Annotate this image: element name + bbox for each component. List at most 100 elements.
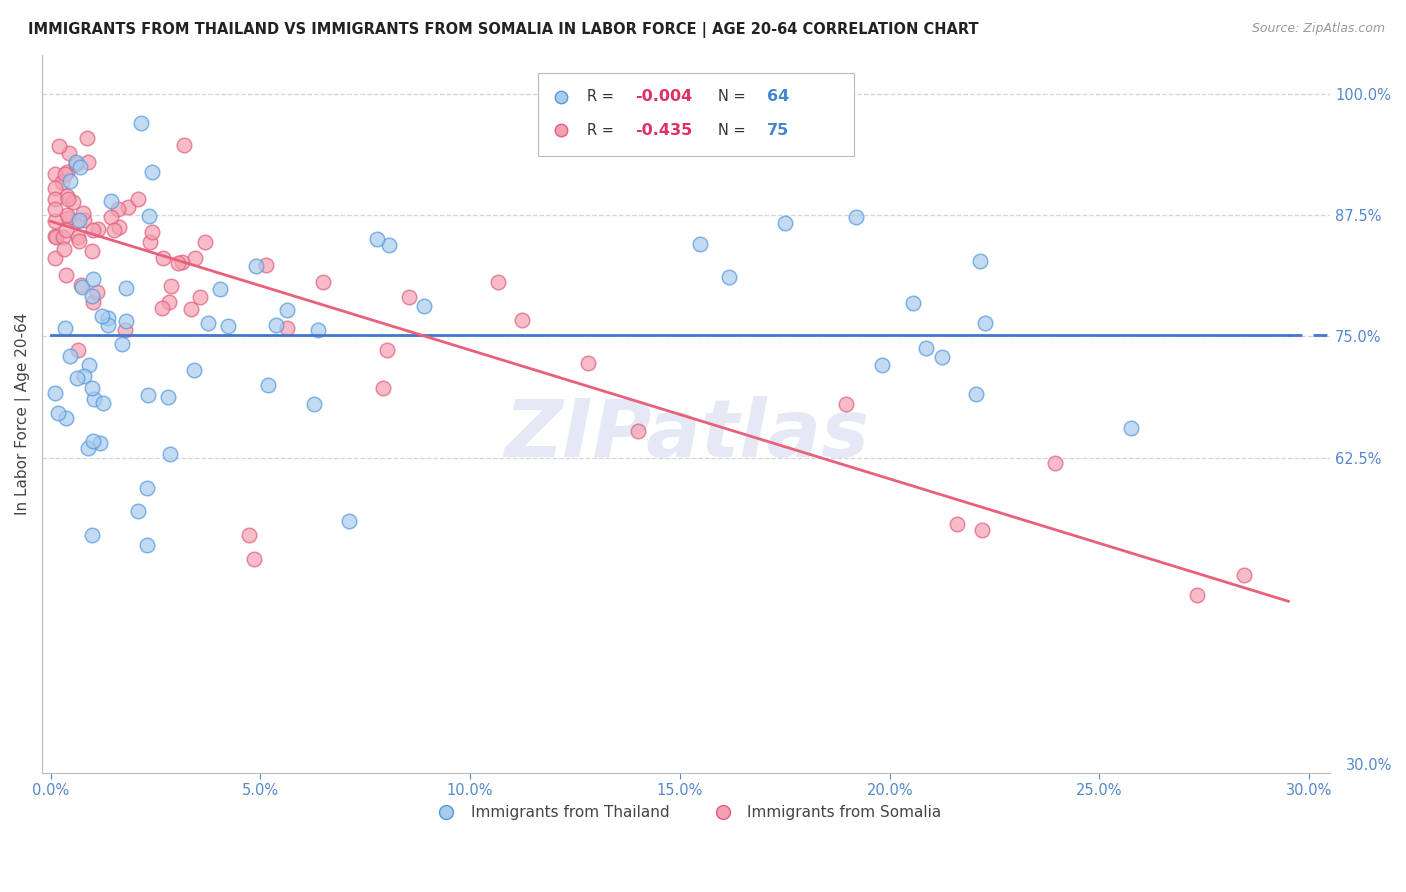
Point bbox=[312, 275, 335, 289]
Point bbox=[44, 192, 66, 206]
Point bbox=[973, 317, 995, 331]
Point bbox=[69, 160, 91, 174]
Point bbox=[127, 192, 149, 206]
Point bbox=[66, 370, 89, 384]
Point bbox=[914, 341, 936, 355]
Point bbox=[366, 232, 388, 246]
Point bbox=[972, 523, 994, 537]
Point bbox=[72, 206, 94, 220]
Point bbox=[183, 362, 205, 376]
Text: -0.004: -0.004 bbox=[634, 89, 692, 104]
Point bbox=[55, 268, 77, 283]
Point bbox=[70, 280, 93, 294]
Point bbox=[170, 255, 193, 269]
Point bbox=[969, 254, 991, 268]
Point bbox=[160, 278, 183, 293]
Point bbox=[115, 314, 138, 328]
Point bbox=[157, 390, 180, 404]
Point bbox=[67, 343, 90, 357]
Point bbox=[65, 214, 87, 228]
Point bbox=[217, 318, 239, 333]
Point bbox=[197, 316, 219, 330]
Point bbox=[53, 320, 76, 334]
Point bbox=[44, 385, 66, 400]
Text: -0.435: -0.435 bbox=[634, 123, 692, 138]
Point bbox=[276, 321, 298, 335]
Point bbox=[242, 552, 264, 566]
Point bbox=[56, 188, 79, 202]
Point bbox=[76, 130, 98, 145]
Point bbox=[65, 154, 87, 169]
Point bbox=[82, 223, 104, 237]
Point bbox=[52, 230, 75, 244]
Point bbox=[152, 251, 174, 265]
Point bbox=[59, 349, 82, 363]
Point bbox=[127, 504, 149, 518]
Legend: Immigrants from Thailand, Immigrants from Somalia: Immigrants from Thailand, Immigrants fro… bbox=[425, 799, 948, 826]
Point bbox=[53, 242, 76, 256]
Point bbox=[82, 272, 104, 286]
Text: IMMIGRANTS FROM THAILAND VS IMMIGRANTS FROM SOMALIA IN LABOR FORCE | AGE 20-64 C: IMMIGRANTS FROM THAILAND VS IMMIGRANTS F… bbox=[28, 22, 979, 38]
Point bbox=[717, 269, 740, 284]
Point bbox=[486, 275, 509, 289]
Point bbox=[870, 358, 893, 372]
Point bbox=[70, 278, 93, 293]
Point bbox=[97, 311, 120, 326]
Point bbox=[62, 194, 84, 209]
Point bbox=[398, 290, 420, 304]
Point bbox=[1121, 421, 1143, 435]
Point bbox=[266, 318, 288, 332]
Point bbox=[304, 397, 326, 411]
Point bbox=[835, 397, 858, 411]
Point bbox=[141, 225, 163, 239]
Point bbox=[55, 208, 77, 222]
Text: R =: R = bbox=[586, 123, 614, 138]
Point bbox=[108, 220, 131, 235]
Point bbox=[77, 441, 100, 455]
Text: N =: N = bbox=[718, 89, 747, 104]
Point bbox=[97, 318, 120, 333]
Point bbox=[67, 213, 90, 227]
Point bbox=[56, 192, 79, 206]
Point bbox=[337, 514, 360, 528]
Point bbox=[55, 411, 77, 425]
Point bbox=[77, 358, 100, 372]
Point bbox=[627, 424, 650, 438]
Point bbox=[107, 202, 129, 217]
Point bbox=[67, 234, 90, 248]
Point bbox=[114, 281, 136, 295]
Point bbox=[138, 209, 160, 223]
Point bbox=[245, 259, 267, 273]
Point bbox=[51, 175, 73, 189]
Point bbox=[1232, 567, 1254, 582]
Point bbox=[44, 213, 66, 227]
Point bbox=[44, 202, 66, 216]
Y-axis label: In Labor Force | Age 20-64: In Labor Force | Age 20-64 bbox=[15, 313, 31, 515]
Point bbox=[65, 157, 87, 171]
Point bbox=[77, 154, 100, 169]
Point bbox=[53, 167, 76, 181]
Point bbox=[58, 145, 80, 160]
Point bbox=[190, 290, 212, 304]
Point bbox=[307, 323, 329, 337]
Point bbox=[159, 448, 181, 462]
Point bbox=[194, 235, 217, 249]
Point bbox=[510, 313, 533, 327]
Point bbox=[44, 251, 66, 265]
Point bbox=[371, 381, 394, 395]
Point bbox=[377, 343, 399, 358]
Point bbox=[55, 223, 77, 237]
Text: ZIPatlas: ZIPatlas bbox=[503, 396, 869, 475]
Text: 64: 64 bbox=[768, 89, 790, 104]
Point bbox=[100, 211, 122, 225]
Point bbox=[82, 434, 104, 449]
Point bbox=[150, 301, 173, 316]
Point bbox=[82, 381, 104, 395]
Point bbox=[117, 200, 139, 214]
Text: Source: ZipAtlas.com: Source: ZipAtlas.com bbox=[1251, 22, 1385, 36]
FancyBboxPatch shape bbox=[538, 73, 853, 155]
Point bbox=[412, 299, 434, 313]
Point bbox=[136, 481, 159, 495]
Point bbox=[44, 180, 66, 194]
Point bbox=[87, 222, 110, 236]
